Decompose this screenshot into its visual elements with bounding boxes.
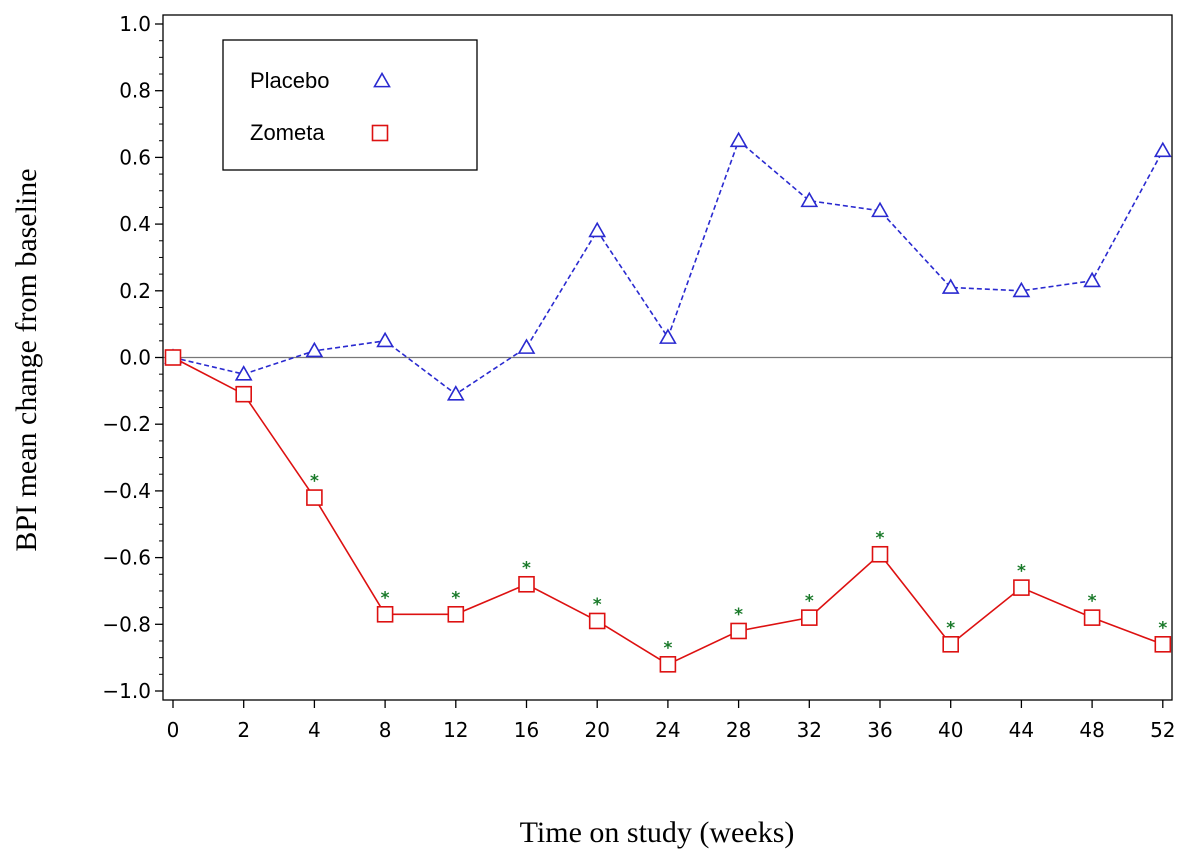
zometa-point: [1013, 579, 1030, 596]
placebo-point: [517, 338, 536, 354]
x-tick-label: 0: [167, 718, 180, 742]
x-tick-label: 4: [308, 718, 321, 742]
placebo-point: [871, 201, 889, 218]
x-tick-label: 44: [1009, 718, 1034, 742]
x-axis-title: Time on study (weeks): [520, 816, 795, 849]
zometa-point: [1154, 636, 1172, 653]
significance-asterisk: *: [734, 605, 743, 625]
significance-asterisk: *: [451, 588, 460, 608]
y-axis-title: BPI mean change from baseline: [10, 168, 43, 551]
x-tick-label: 16: [514, 718, 539, 742]
placebo-point: [234, 365, 253, 381]
x-tick-label: 12: [443, 718, 468, 742]
legend: Placebo Zometa: [222, 39, 478, 171]
significance-asterisk: *: [876, 528, 885, 548]
significance-asterisk: *: [1088, 592, 1097, 612]
significance-asterisk: *: [522, 558, 531, 578]
zometa-point: [800, 609, 818, 626]
y-tick-label: 0.0: [119, 346, 151, 370]
y-tick-label: −0.6: [102, 546, 151, 570]
zometa-point: [1083, 609, 1101, 626]
y-tick-label: 0.6: [119, 145, 151, 169]
placebo-point: [659, 328, 677, 344]
significance-asterisk: *: [381, 588, 390, 608]
x-axis-ticks: 0 2 4 8 12 16 20 24 28 32 36 40 44 48 52: [167, 700, 1176, 742]
placebo-point: [1012, 281, 1031, 298]
legend-square-icon: [371, 124, 389, 142]
y-tick-label: −0.8: [102, 612, 151, 636]
significance-asterisk: *: [593, 595, 602, 615]
zometa-point: [942, 636, 960, 653]
placebo-point: [729, 131, 748, 148]
zometa-point: [376, 605, 394, 623]
significance-markers: * * * * * * * * * * * * *: [310, 472, 1167, 659]
zometa-point: [588, 612, 606, 630]
x-tick-label: 52: [1150, 718, 1175, 742]
placebo-point: [800, 191, 819, 208]
placebo-point: [376, 331, 394, 348]
x-tick-label: 40: [938, 718, 963, 742]
x-tick-label: 28: [726, 718, 751, 742]
x-tick-label: 48: [1079, 718, 1104, 742]
x-tick-label: 32: [797, 718, 822, 742]
significance-asterisk: *: [663, 638, 672, 658]
placebo-point: [1083, 271, 1101, 288]
zometa-point: [306, 489, 323, 506]
significance-asterisk: *: [1158, 618, 1167, 638]
placebo-point: [941, 278, 960, 294]
zometa-point: [871, 545, 889, 563]
y-tick-label: 0.2: [119, 279, 151, 303]
placebo-point: [305, 341, 324, 358]
zometa-point: [659, 656, 677, 673]
zometa-point: [447, 605, 465, 623]
legend-label-placebo: Placebo: [250, 68, 330, 93]
legend-label-zometa: Zometa: [250, 120, 325, 145]
placebo-point: [588, 221, 607, 238]
significance-asterisk: *: [946, 618, 955, 638]
y-tick-label: 1.0: [119, 12, 151, 36]
y-tick-label: −0.4: [102, 479, 151, 503]
x-tick-label: 24: [655, 718, 680, 742]
placebo-point: [1153, 141, 1172, 158]
zometa-point: [518, 575, 535, 593]
x-tick-label: 36: [867, 718, 892, 742]
zometa-point: [730, 622, 747, 640]
series-line-zometa: [172, 356, 1164, 666]
y-axis-ticks: 1.0 0.8 0.6 0.4 0.2 0.0 −0.2 −0.4 −0.6 −0.8 −1.0: [102, 12, 163, 703]
zometa-point: [235, 385, 252, 403]
y-tick-label: −1.0: [102, 679, 151, 703]
x-tick-label: 20: [584, 718, 609, 742]
y-tick-label: 0.4: [119, 212, 151, 236]
zometa-point: [164, 349, 182, 366]
y-tick-label: 0.8: [119, 79, 151, 103]
plot-frame: [162, 14, 1173, 701]
legend-triangle-marker: [373, 71, 391, 88]
legend-box: [222, 39, 478, 171]
significance-asterisk: *: [1017, 562, 1026, 582]
placebo-point: [446, 385, 465, 401]
legend-triangle-icon: [373, 71, 391, 88]
significance-asterisk: *: [805, 592, 814, 612]
x-tick-label: 8: [379, 718, 392, 742]
y-tick-label: −0.2: [102, 412, 151, 436]
significance-asterisk: *: [310, 472, 319, 492]
x-tick-label: 2: [237, 718, 250, 742]
series-layer: [164, 131, 1172, 673]
legend-square-marker: [371, 124, 389, 142]
